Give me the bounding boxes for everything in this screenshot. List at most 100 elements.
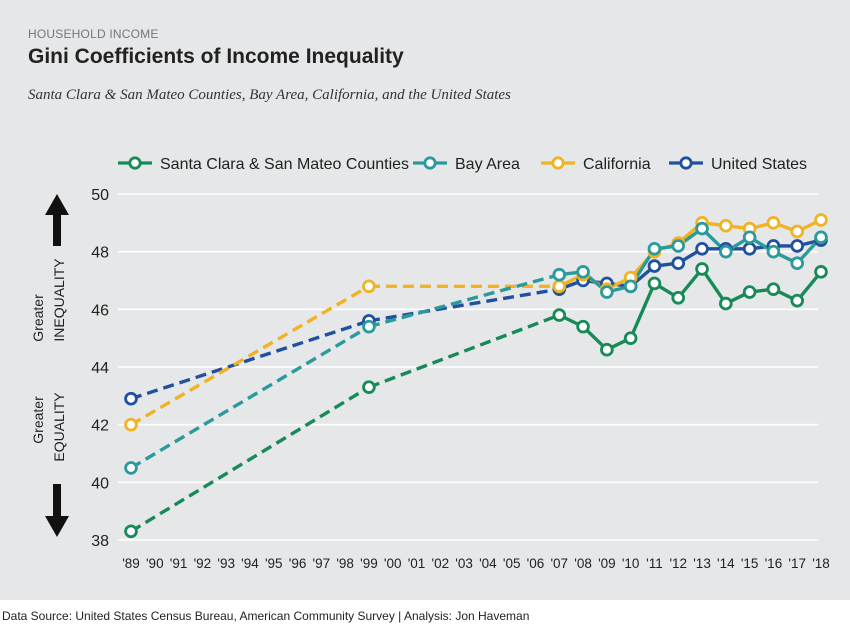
data-point (742, 241, 757, 256)
data-point (790, 293, 805, 308)
x-tick-label: '95 (265, 556, 283, 571)
y-tick-label: 38 (91, 533, 109, 550)
x-tick-label: '99 (360, 556, 378, 571)
chart-panel (0, 0, 850, 600)
y-tick-label: 48 (91, 245, 109, 262)
x-tick-label: '90 (146, 556, 164, 571)
series-segment (368, 273, 560, 329)
x-tick-label: '97 (313, 556, 331, 571)
data-point (124, 417, 138, 432)
legend-label: Bay Area (455, 156, 520, 173)
series-segment (700, 268, 728, 305)
x-tick-label: '03 (455, 556, 473, 571)
data-point (695, 221, 709, 236)
series-segment (130, 284, 370, 427)
legend-swatch-marker (423, 156, 437, 170)
up-arrow-icon (45, 194, 69, 246)
legend-item: Bay Area (413, 156, 520, 173)
legend-item: California (541, 156, 651, 173)
data-point (719, 244, 733, 259)
x-tick-label: '18 (812, 556, 830, 571)
data-point (362, 319, 376, 334)
equality-annotation: Greater EQUALITY (30, 392, 69, 537)
x-tick-label: '05 (503, 556, 521, 571)
data-point (623, 279, 638, 294)
x-tick-label: '14 (717, 556, 735, 571)
data-point (814, 265, 828, 279)
data-point (671, 290, 686, 305)
data-point (124, 461, 138, 475)
series-segment (629, 282, 657, 339)
series-segment (130, 385, 370, 533)
data-point (600, 342, 614, 357)
data-point (552, 279, 567, 294)
x-tick-label: '92 (194, 556, 212, 571)
legend-swatch-marker (551, 156, 565, 170)
data-point (695, 262, 709, 276)
data-point (600, 285, 614, 299)
equality-label-bottom: EQUALITY (51, 392, 67, 462)
x-tick-label: '10 (622, 556, 640, 571)
inequality-label-bottom: INEQUALITY (51, 258, 67, 342)
data-point (576, 265, 590, 279)
y-tick-label: 40 (91, 475, 109, 492)
data-source-note: Data Source: United States Census Bureau… (2, 609, 530, 623)
x-tick-label: '06 (527, 556, 545, 571)
x-tick-label: '96 (289, 556, 307, 571)
data-point (790, 239, 805, 253)
series-segment (130, 319, 370, 401)
data-point (647, 241, 662, 256)
data-point (790, 224, 805, 239)
x-tick-label: '04 (479, 556, 497, 571)
data-point (814, 230, 828, 245)
chart-subtitle: Santa Clara & San Mateo Counties, Bay Ar… (28, 87, 511, 103)
gini-line-chart: 38 40 42 44 46 48 50 '89 '90 '91 '92 '93 '94 '95 '96 '9… (30, 156, 830, 571)
data-point (742, 285, 757, 299)
inequality-label-top: Greater (30, 294, 46, 342)
data-point (124, 391, 138, 406)
data-point (671, 239, 686, 253)
data-point (552, 308, 567, 322)
down-arrow-icon (45, 484, 69, 537)
chart-kicker: HOUSEHOLD INCOME (28, 27, 159, 41)
x-tick-label: '07 (550, 556, 568, 571)
x-tick-label: '00 (384, 556, 402, 571)
data-point (742, 230, 757, 245)
inequality-annotation: Greater INEQUALITY (30, 194, 69, 342)
data-point (695, 241, 709, 256)
data-point (362, 279, 376, 294)
data-point (647, 276, 662, 291)
legend-swatch-marker (679, 156, 693, 170)
x-tick-label: '02 (432, 556, 450, 571)
data-point (814, 213, 828, 227)
series-segment (368, 313, 560, 389)
x-tick-label: '94 (241, 556, 259, 571)
x-tick-label: '13 (693, 556, 711, 571)
legend-item: United States (669, 156, 807, 173)
x-tick-label: '93 (217, 556, 235, 571)
data-point (362, 380, 376, 394)
y-tick-label: 50 (91, 187, 109, 204)
x-tick-label: '12 (669, 556, 687, 571)
x-tick-label: '91 (170, 556, 188, 571)
data-point (790, 256, 805, 271)
data-point (576, 319, 590, 334)
legend-item: Santa Clara & San Mateo Counties (118, 156, 409, 173)
legend-label: United States (711, 156, 807, 173)
x-tick-label: '89 (122, 556, 140, 571)
legend-label: California (583, 156, 651, 173)
equality-label-top: Greater (30, 396, 46, 444)
data-point (766, 244, 781, 259)
y-tick-label: 42 (91, 418, 109, 435)
data-point (124, 524, 138, 539)
series-segment (130, 325, 370, 470)
x-tick-label: '11 (646, 556, 663, 571)
data-point (623, 331, 638, 345)
data-point (671, 256, 686, 271)
data-point (552, 267, 567, 282)
y-tick-label: 46 (91, 302, 109, 319)
series-segment (368, 287, 560, 323)
data-point (719, 218, 733, 233)
x-tick-label: '08 (574, 556, 592, 571)
x-tick-label: '16 (765, 556, 783, 571)
